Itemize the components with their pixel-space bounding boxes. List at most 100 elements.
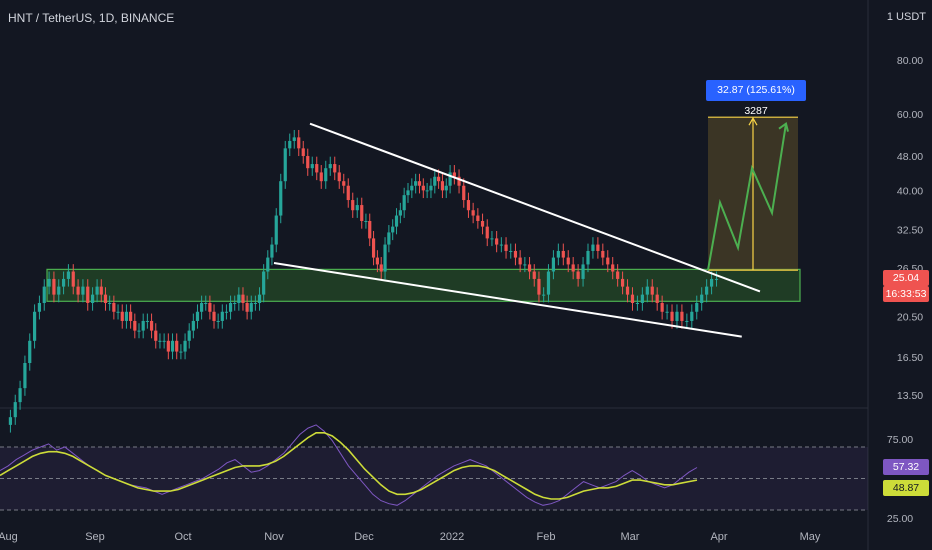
candle-body (310, 164, 314, 169)
projection-path (707, 121, 789, 271)
candle-body (95, 286, 99, 295)
candle-body (546, 271, 551, 295)
candle-body (670, 311, 674, 321)
candle-body (576, 271, 580, 279)
time-tick-label: Feb (537, 531, 556, 543)
measure-label: 32.87 (125.61%) 3287 (706, 80, 806, 117)
price-tick-label: 60.00 (897, 109, 923, 121)
candle-body (425, 190, 429, 192)
time-tick-label: Dec (354, 531, 374, 543)
candle-body (233, 303, 237, 305)
rsi-ma-value-tag: 48.87 (883, 480, 929, 496)
candle-body (406, 190, 410, 196)
candle-body (253, 303, 257, 305)
candle-body (319, 172, 323, 182)
candle-body (379, 264, 383, 272)
candle-body (224, 311, 229, 313)
candle-body (158, 340, 162, 342)
candle-body (47, 278, 51, 287)
price-axis[interactable]: 80.0060.0048.0040.0032.5026.5020.5016.50… (887, 55, 923, 525)
trendlines (273, 122, 761, 338)
rsi-panel (0, 424, 868, 511)
candle-body (625, 286, 630, 295)
candle-body (266, 257, 270, 272)
candle-body (462, 185, 466, 201)
candle-body (228, 303, 233, 312)
candle-body (410, 185, 414, 191)
candle-body (635, 303, 640, 305)
time-tick-label: May (800, 531, 821, 543)
candle-body (480, 220, 485, 227)
candle-body (537, 278, 541, 295)
candle-body (620, 278, 625, 287)
candle-body (120, 311, 124, 321)
price-tick-label: 80.00 (897, 55, 923, 67)
candle-body (513, 250, 518, 258)
time-tick-label: Mar (621, 531, 640, 543)
candle-body (650, 286, 654, 295)
candle-body (685, 320, 689, 322)
currency-label[interactable]: 1 USDT (886, 11, 926, 23)
candle-body (262, 271, 266, 295)
price-tick-label: 20.50 (897, 311, 923, 323)
candle-body (220, 311, 224, 321)
candle-body (542, 294, 546, 296)
candle-body (444, 185, 448, 191)
candle-body (499, 244, 503, 246)
candle-body (368, 220, 372, 239)
candle-body (448, 172, 452, 186)
candle-body (212, 311, 216, 321)
time-axis[interactable]: Aug Sep Oct Nov Dec 2022 Feb Mar Apr May (0, 531, 821, 543)
candle-body (402, 195, 406, 211)
candle-body (8, 417, 13, 425)
candle-body (86, 286, 90, 304)
candle-body (166, 340, 170, 352)
candle-body (700, 294, 704, 304)
candle-body (440, 181, 445, 191)
measure-arrow-head (748, 116, 758, 126)
candle-body (249, 303, 253, 312)
projection-arrowhead (778, 121, 789, 132)
candle-body (675, 311, 679, 321)
candle-body (355, 205, 359, 211)
candle-body (297, 137, 301, 149)
candle-body (71, 271, 75, 287)
candle-body (452, 172, 456, 177)
candle-body (112, 303, 116, 312)
time-tick-label: Sep (85, 531, 105, 543)
candlestick-series (8, 129, 719, 433)
candle-body (187, 330, 191, 341)
candle-body (527, 264, 532, 272)
candle-body (292, 137, 296, 141)
candle-body (364, 220, 368, 222)
candle-body (437, 176, 441, 182)
candle-body (216, 320, 220, 322)
price-tick-label: 32.50 (897, 224, 923, 236)
candle-body (476, 215, 480, 221)
candle-body (61, 278, 66, 287)
candle-body (108, 303, 112, 305)
candle-body (116, 311, 120, 313)
candle-body (133, 320, 137, 331)
candle-body (561, 250, 565, 258)
price-tick-label: 13.50 (897, 390, 923, 402)
projection-line (707, 123, 787, 271)
candle-body (200, 303, 204, 312)
symbol-title[interactable]: HNT / TetherUS, 1D, BINANCE (8, 11, 175, 25)
candle-body (433, 176, 437, 186)
candle-body (315, 164, 319, 173)
price-tick-label: 48.00 (897, 151, 923, 163)
candle-body (283, 148, 287, 182)
candle-body (532, 271, 536, 279)
candle-body (179, 351, 183, 353)
candle-body (566, 257, 570, 265)
candle-body (504, 244, 508, 251)
candle-body (306, 156, 310, 169)
candle-body (391, 226, 395, 233)
candle-body (124, 311, 129, 321)
candle-body (162, 340, 166, 342)
time-tick-label: 2022 (440, 531, 464, 543)
candle-body (709, 278, 714, 287)
candle-body (485, 226, 489, 239)
candle-body (42, 286, 46, 304)
